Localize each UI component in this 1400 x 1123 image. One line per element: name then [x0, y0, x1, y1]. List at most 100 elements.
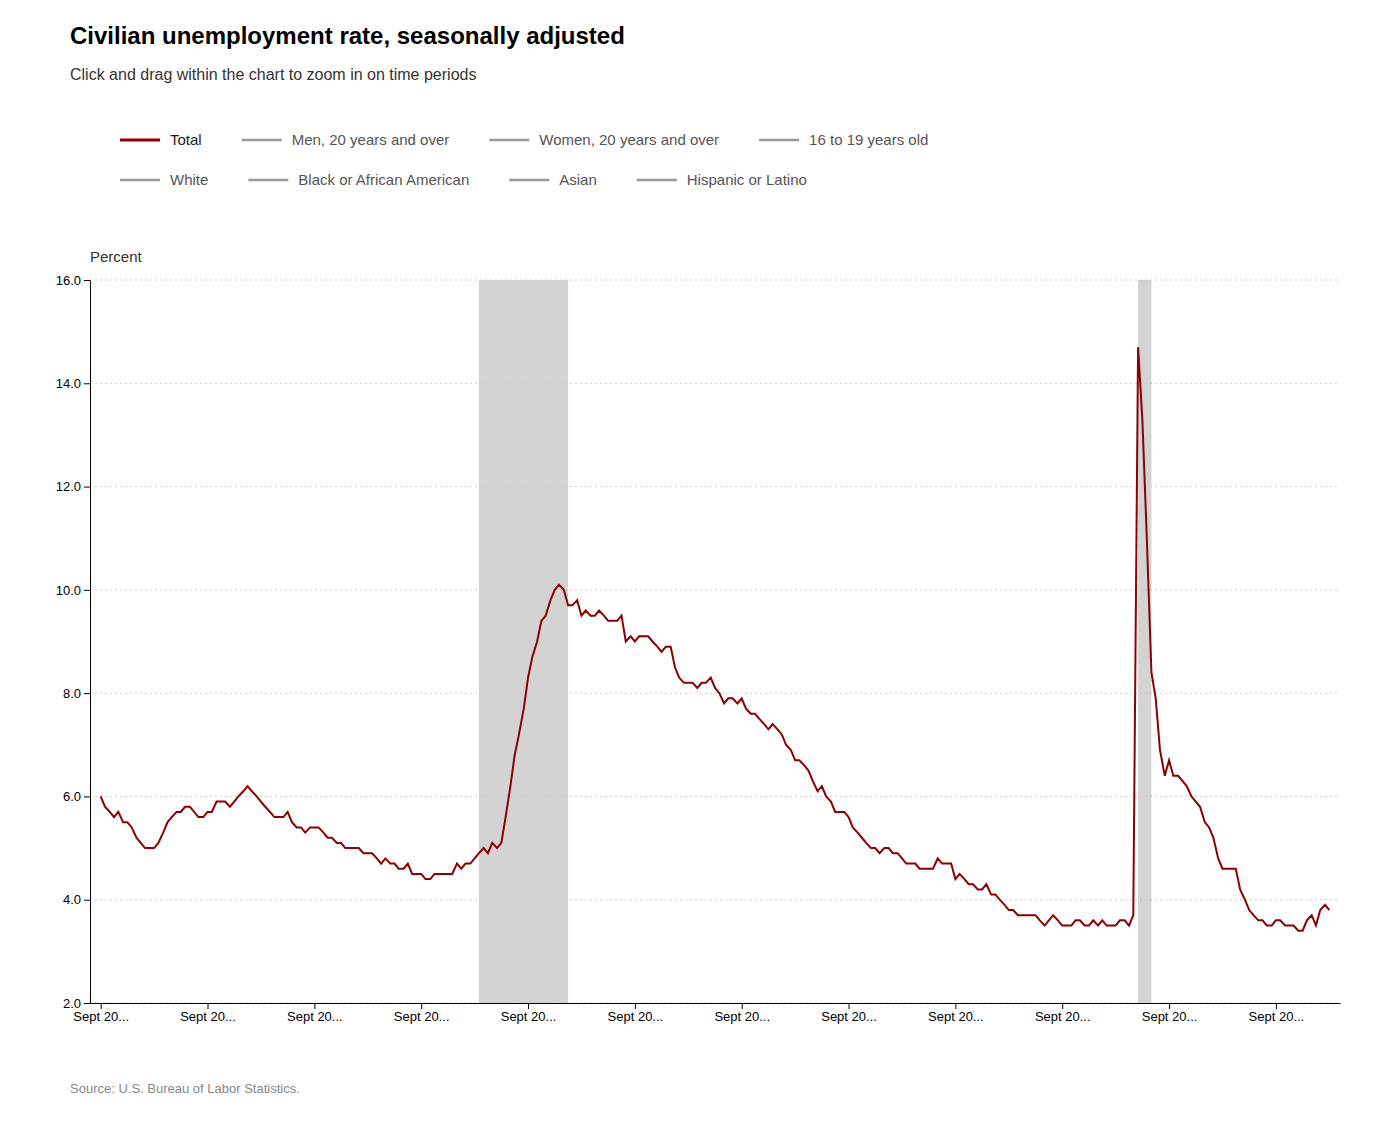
legend-item: Black or African American: [248, 171, 469, 188]
x-tick-label: Sept 20...: [73, 1009, 129, 1024]
y-tick: 8.0: [63, 686, 90, 701]
x-tick-mark: [849, 1003, 850, 1009]
x-tick-label: Sept 20...: [394, 1009, 450, 1024]
y-tick-label: 10.0: [56, 583, 81, 598]
legend-label: Men, 20 years and over: [292, 131, 450, 148]
grid-line: [90, 383, 1340, 384]
y-tick-mark: [84, 590, 90, 591]
legend-swatch: [242, 139, 282, 142]
legend-label: 16 to 19 years old: [809, 131, 928, 148]
legend: Total Men, 20 years and over Women, 20 yea…: [120, 131, 928, 188]
legend-swatch: [489, 139, 529, 142]
legend-label: Asian: [559, 171, 597, 188]
legend-swatch: [759, 139, 799, 142]
x-tick: Sept 20...: [180, 1003, 236, 1024]
grid-line: [90, 693, 1340, 694]
x-tick-mark: [421, 1003, 422, 1009]
x-tick-mark: [742, 1003, 743, 1009]
x-tick-label: Sept 20...: [1142, 1009, 1198, 1024]
grid: [90, 280, 1340, 1003]
y-axis-line: [90, 281, 91, 1004]
x-tick-mark: [208, 1003, 209, 1009]
x-tick: Sept 20...: [287, 1003, 343, 1024]
y-tick-label: 12.0: [56, 479, 81, 494]
x-tick: Sept 20...: [1249, 1003, 1305, 1024]
x-tick-mark: [1062, 1003, 1063, 1009]
y-axis-title: Percent: [90, 248, 143, 265]
x-tick: Sept 20...: [1142, 1003, 1198, 1024]
y-tick-label: 14.0: [56, 376, 81, 391]
y-tick-mark: [84, 900, 90, 901]
x-tick-label: Sept 20...: [821, 1009, 877, 1024]
x-tick-label: Sept 20...: [287, 1009, 343, 1024]
x-tick-mark: [528, 1003, 529, 1009]
y-tick-mark: [84, 280, 90, 281]
x-axis: Sept 20... Sept 20... Sept 20... Sept 20...…: [73, 1003, 1340, 1024]
subtitle: Click and drag within the chart to zoom …: [70, 66, 476, 83]
grid-line: [90, 589, 1340, 590]
x-tick: Sept 20...: [608, 1003, 664, 1024]
chart: Civilian unemployment rate, seasonally a…: [0, 0, 1400, 1123]
legend-item: Men, 20 years and over: [242, 131, 450, 148]
x-tick: Sept 20...: [394, 1003, 450, 1024]
y-tick-label: 16.0: [56, 273, 81, 288]
x-tick: Sept 20...: [1035, 1003, 1091, 1024]
y-tick-label: 2.0: [63, 996, 81, 1011]
legend-label: Total: [170, 131, 202, 148]
x-tick-label: Sept 20...: [501, 1009, 557, 1024]
x-tick-mark: [635, 1003, 636, 1009]
x-tick: Sept 20...: [73, 1003, 129, 1024]
y-tick: 16.0: [56, 273, 90, 288]
x-tick-label: Sept 20...: [608, 1009, 664, 1024]
legend-item: Hispanic or Latino: [637, 171, 807, 188]
recessions: [479, 280, 1152, 1003]
y-tick: 2.0: [63, 996, 90, 1011]
legend-label: Women, 20 years and over: [539, 131, 719, 148]
y-tick-mark: [84, 487, 90, 488]
y-tick-label: 4.0: [63, 892, 81, 907]
legend-label: Black or African American: [298, 171, 469, 188]
y-tick: 14.0: [56, 376, 90, 391]
y-tick-mark: [84, 1003, 90, 1004]
grid-line: [90, 796, 1340, 797]
legend-swatch: [509, 179, 549, 182]
legend-swatch: [248, 179, 288, 182]
x-tick: Sept 20...: [714, 1003, 770, 1024]
y-axis: 2.0 4.0 6.0 8.0 10.0 12.0 14.0 16.0: [56, 273, 91, 1011]
x-tick-label: Sept 20...: [1249, 1009, 1305, 1024]
x-tick: Sept 20...: [928, 1003, 984, 1024]
y-tick: 4.0: [63, 892, 90, 907]
x-tick-mark: [1276, 1003, 1277, 1009]
legend-label: Hispanic or Latino: [687, 171, 807, 188]
y-tick-mark: [84, 796, 90, 797]
title: Civilian unemployment rate, seasonally a…: [70, 22, 625, 49]
legend-item: Asian: [509, 171, 597, 188]
x-tick-label: Sept 20...: [714, 1009, 770, 1024]
legend-item: 16 to 19 years old: [759, 131, 928, 148]
x-tick: Sept 20...: [501, 1003, 557, 1024]
y-tick-mark: [84, 693, 90, 694]
plot: Sept 20... Sept 20... Sept 20... Sept 20...…: [56, 273, 1341, 1025]
x-tick-mark: [101, 1003, 102, 1009]
grid-line: [90, 280, 1340, 281]
y-tick-label: 6.0: [63, 789, 81, 804]
y-tick: 10.0: [56, 583, 90, 598]
legend-swatch: [637, 179, 677, 182]
x-axis-line: [91, 1003, 1341, 1004]
legend-swatch: [120, 139, 160, 142]
y-tick: 6.0: [63, 789, 90, 804]
legend-item: Total: [120, 131, 202, 148]
legend-item: White: [120, 171, 208, 188]
x-tick-mark: [955, 1003, 956, 1009]
x-tick-label: Sept 20...: [1035, 1009, 1091, 1024]
y-tick-mark: [84, 383, 90, 384]
legend-label: White: [170, 171, 208, 188]
series-line: [101, 347, 1330, 931]
x-tick-mark: [314, 1003, 315, 1009]
grid-line: [90, 486, 1340, 487]
lines: [101, 347, 1330, 931]
x-tick-label: Sept 20...: [928, 1009, 984, 1024]
source: Source: U.S. Bureau of Labor Statistics.: [70, 1081, 300, 1096]
y-tick: 12.0: [56, 479, 90, 494]
grid-line: [90, 899, 1340, 900]
